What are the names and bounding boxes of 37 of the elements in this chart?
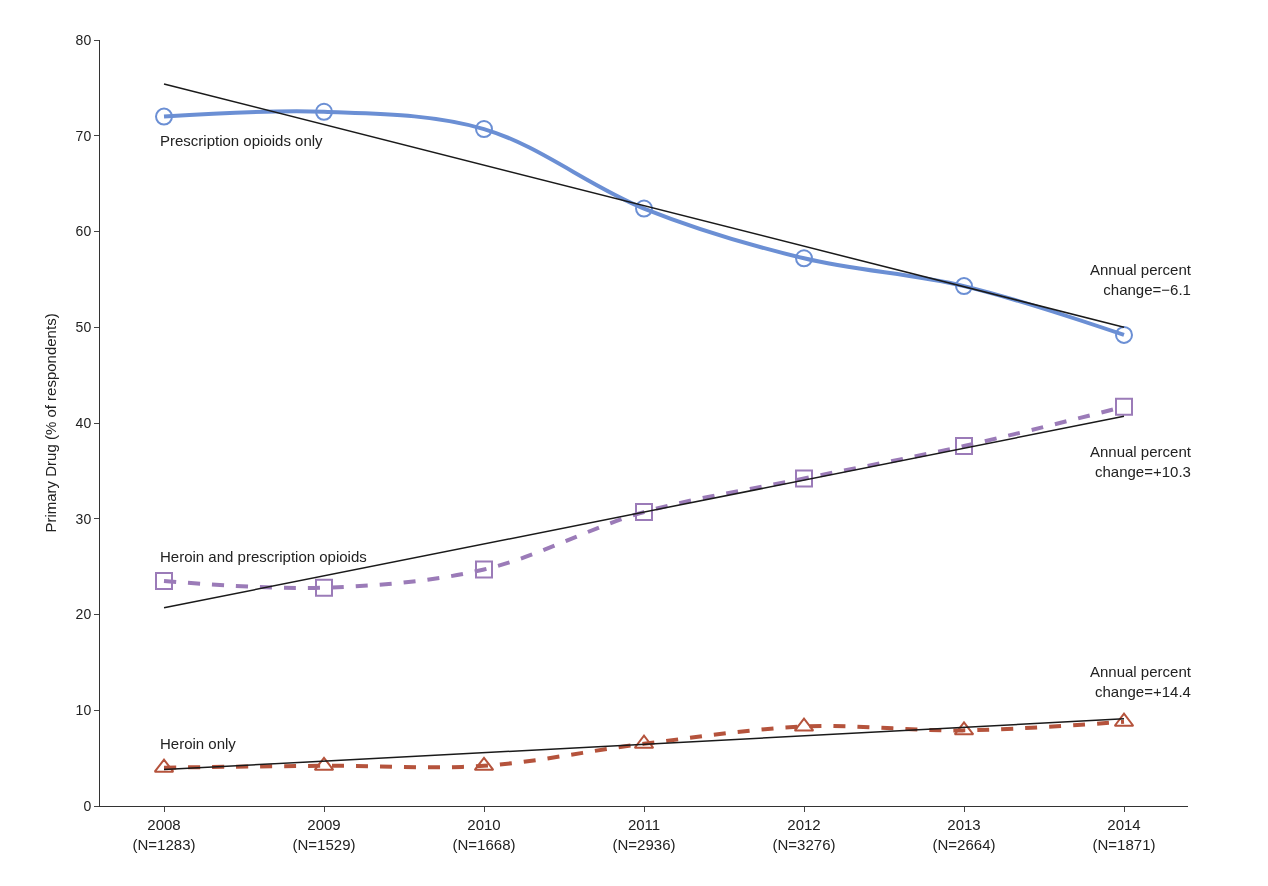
point [795,249,813,268]
point [475,560,493,579]
x-tick-label: 2013 (N=2664) [932,816,996,853]
series-label: Heroin and prescription opioids [160,548,367,565]
annotation: Annual percent change=−6.1 [1090,261,1192,298]
point [955,277,973,296]
point [1115,397,1133,416]
y-axis-title: Primary Drug (% of respondents) [41,313,59,533]
y-tick-label: 30 [75,510,92,527]
point [155,571,173,590]
x-tick-label: 2009 (N=1529) [292,816,356,853]
y-tick-label: 70 [75,127,92,144]
x-tick-label: 2014 (N=1871) [1092,816,1156,853]
y-tick-label: 10 [75,702,92,719]
annotation: Annual percent change=+14.4 [1090,663,1192,700]
y-tick-label: 20 [75,606,92,623]
y-tick-label: 80 [75,31,92,48]
point [315,578,333,597]
series-label: Prescription opioids only [160,132,324,149]
point [1115,325,1133,344]
y-tick-label: 50 [75,319,92,336]
point [635,199,653,218]
point [635,503,653,522]
annotation: Annual percent change=+10.3 [1090,443,1192,480]
point [315,102,333,121]
y-tick-label: 40 [75,414,92,431]
x-tick-label: 2008 (N=1283) [132,816,196,853]
x-tick-label: 2010 (N=1668) [452,816,516,853]
point [955,436,973,455]
y-tick-label: 0 [83,797,92,814]
point [795,469,813,488]
x-tick-label: 2012 (N=3276) [772,816,836,853]
x-tick-label: 2011 (N=2936) [612,816,676,853]
point [475,120,493,139]
series-label: Heroin only [160,735,237,752]
y-tick-label: 60 [75,223,92,240]
point [155,107,173,126]
